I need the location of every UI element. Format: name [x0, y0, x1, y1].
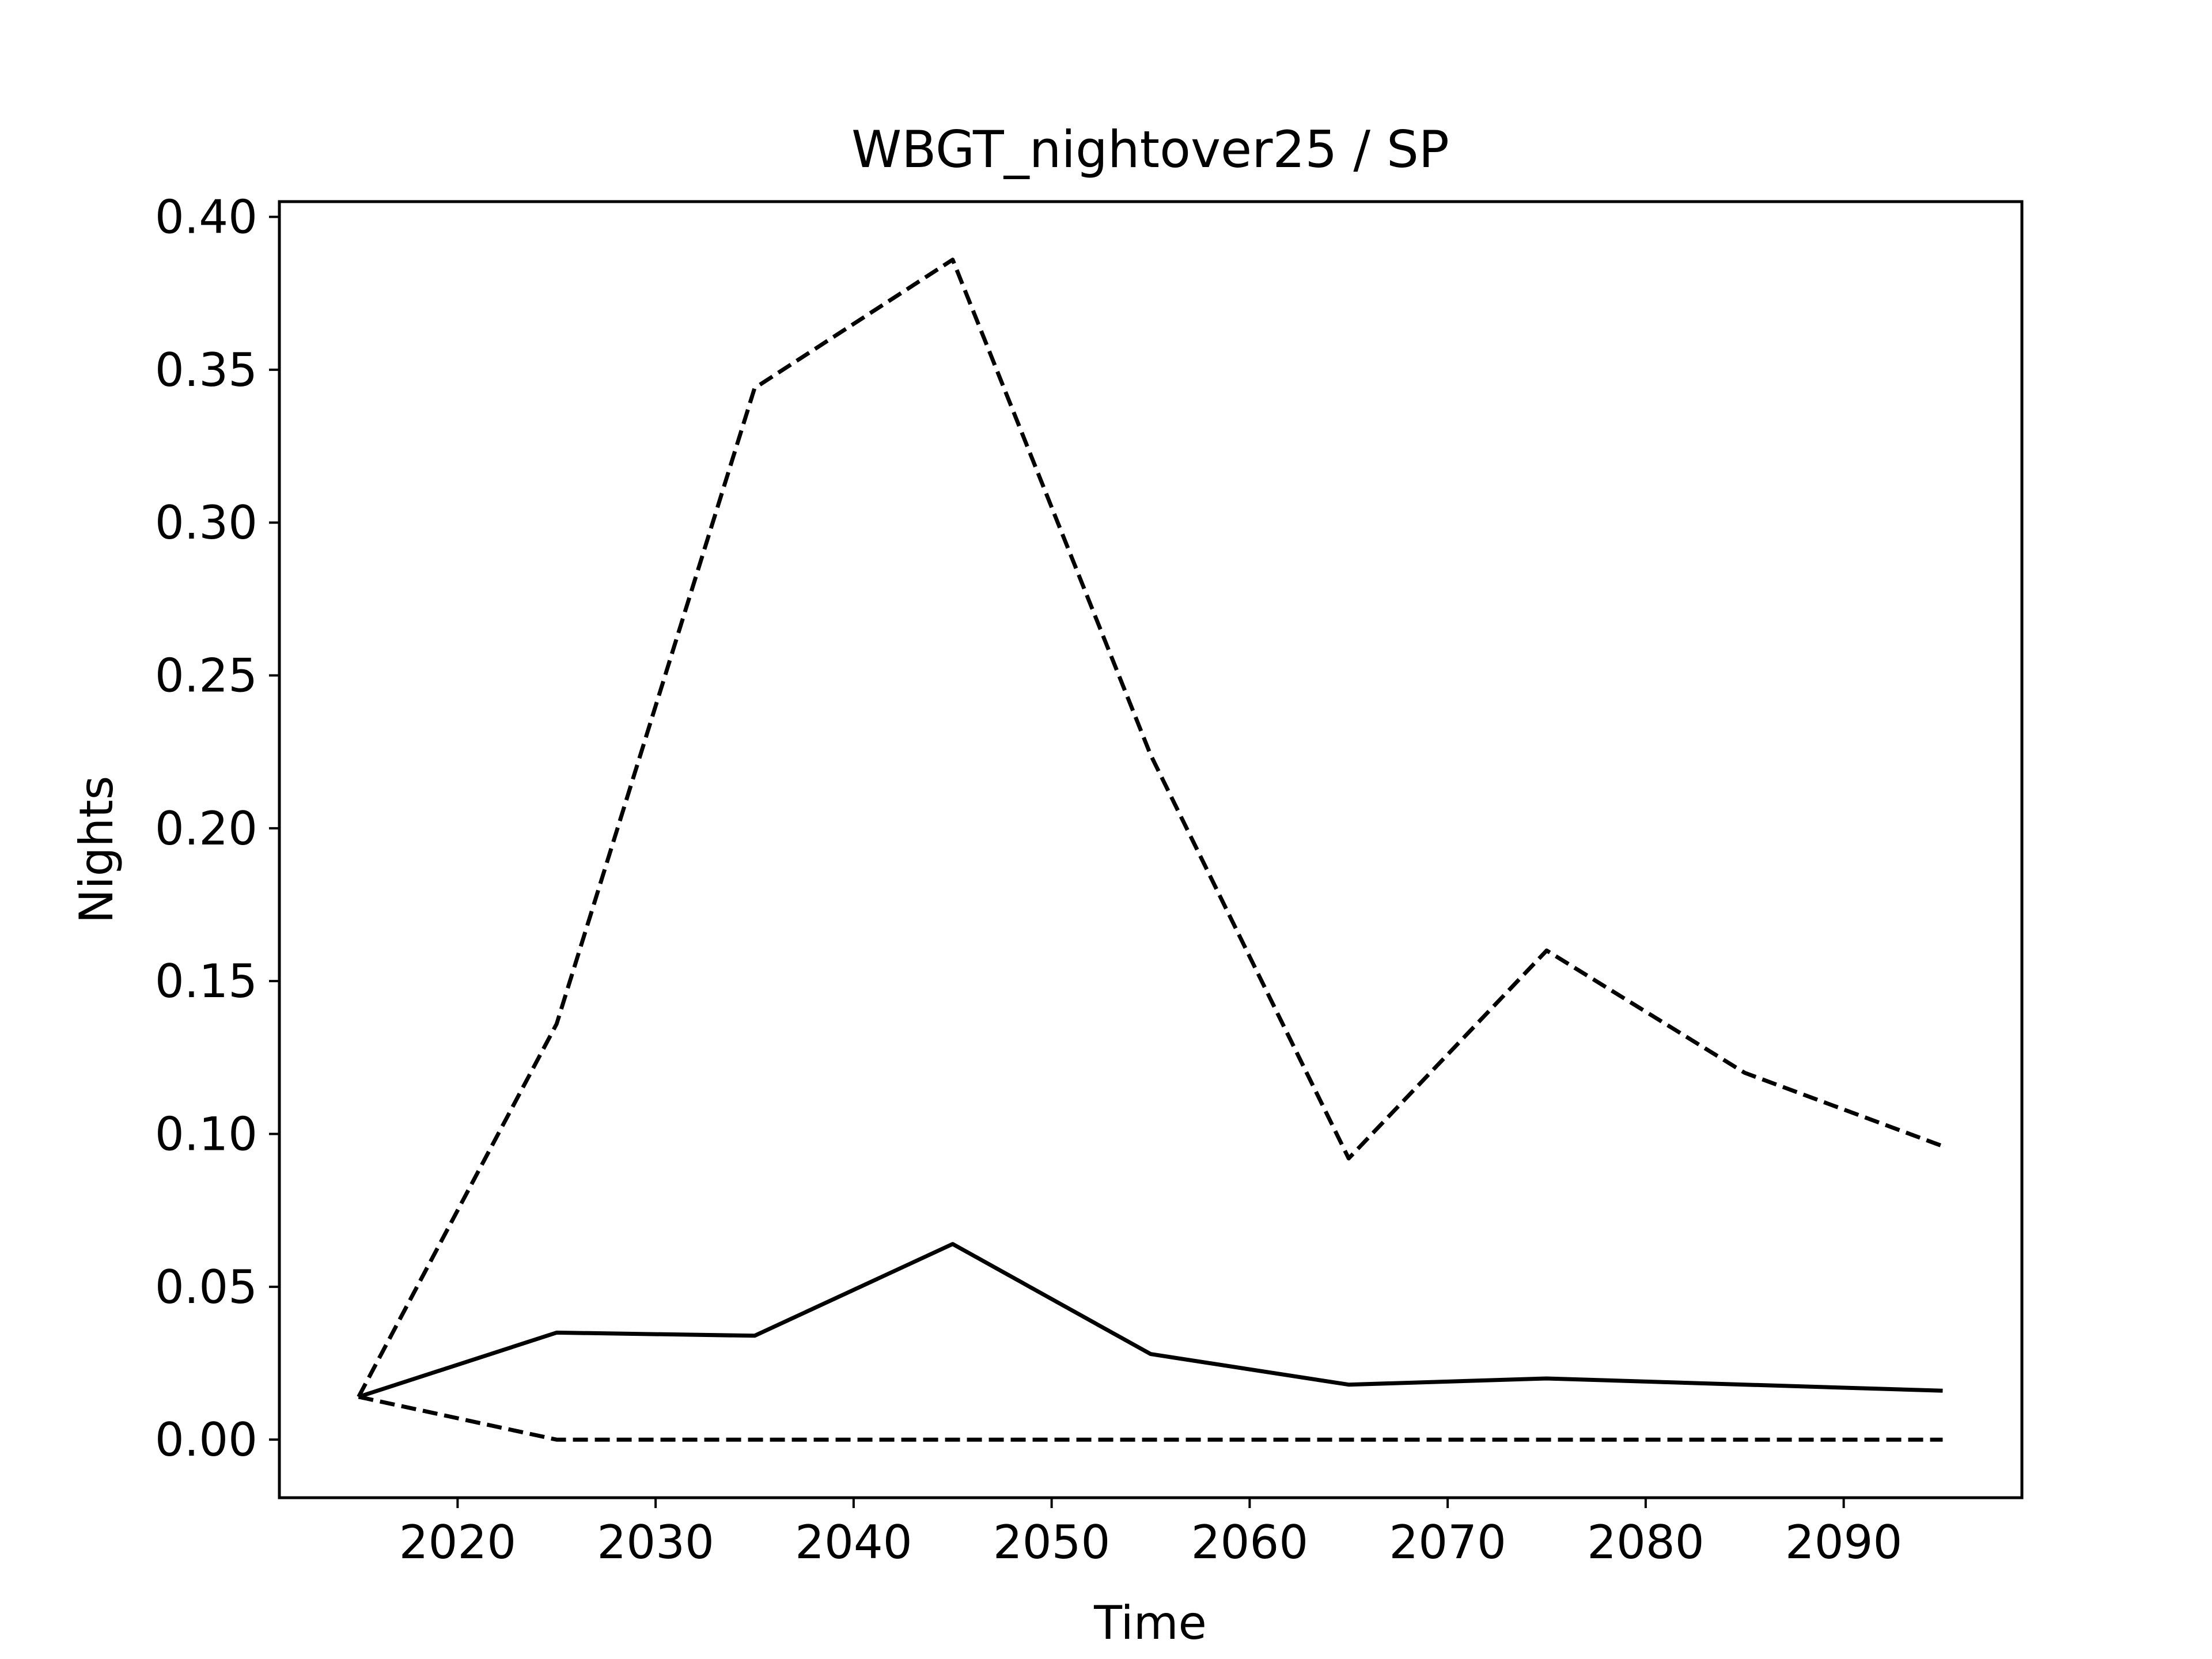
y-axis-label: Nights	[70, 776, 123, 924]
y-axis: 0.00 0.05 0.10 0.15 0.20 0.25 0.30 0.35 0.40	[155, 191, 279, 1467]
x-axis-label: Time	[1093, 1596, 1207, 1650]
x-tick-label: 2040	[795, 1516, 912, 1569]
x-tick-label: 2090	[1785, 1516, 1903, 1569]
series-layer	[357, 257, 1944, 1442]
chart-title: WBGT_nightover25 / SP	[851, 120, 1449, 179]
series-line-1	[358, 1242, 1943, 1399]
x-tick-label: 2020	[399, 1516, 517, 1569]
series-line-2	[357, 257, 1944, 1398]
x-tick-label: 2030	[597, 1516, 714, 1569]
x-tick-label: 2080	[1587, 1516, 1705, 1569]
x-tick-label: 2060	[1191, 1516, 1309, 1569]
x-tick-label: 2050	[993, 1516, 1111, 1569]
plot-frame	[278, 200, 2024, 1499]
y-tick-label: 0.10	[155, 1108, 257, 1161]
y-tick-label: 0.00	[155, 1413, 257, 1467]
x-tick-label: 2070	[1389, 1516, 1506, 1569]
y-tick-label: 0.05	[155, 1260, 257, 1314]
y-tick-label: 0.40	[155, 191, 257, 244]
y-tick-label: 0.30	[155, 496, 257, 550]
y-tick-label: 0.15	[155, 955, 257, 1008]
series-line-3	[358, 1395, 1943, 1442]
y-tick-label: 0.25	[155, 649, 257, 703]
y-tick-label: 0.20	[155, 802, 257, 855]
x-axis: 2020 2030 2040 2050 2060 2070 2080 2090	[399, 1498, 1903, 1569]
y-tick-label: 0.35	[155, 343, 257, 397]
